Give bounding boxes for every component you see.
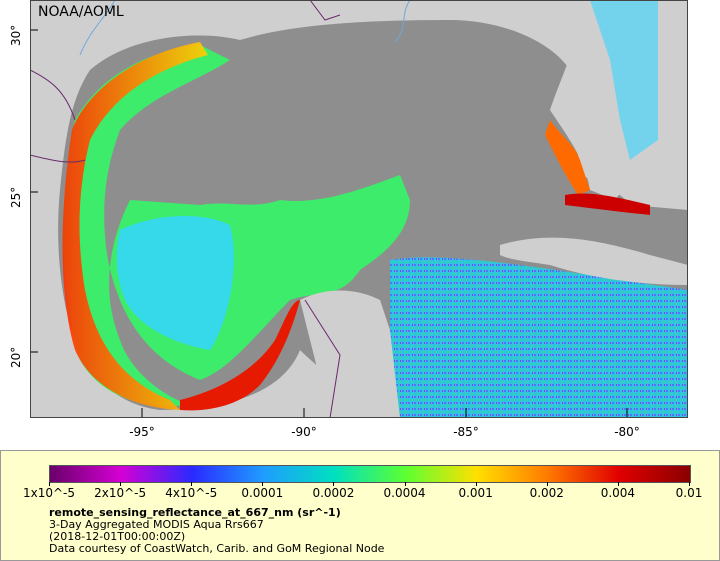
colorbar-tick-label: 0.0001 [241, 486, 284, 500]
map-image [30, 0, 688, 418]
colorbar-tick-label: 0.001 [458, 486, 493, 500]
colorbar-tick-mark [404, 482, 406, 486]
colorbar [49, 465, 691, 483]
caribbean-sea [390, 257, 688, 418]
colorbar-tick-mark [191, 482, 193, 486]
latitude-tick-label: 25° [9, 186, 23, 208]
longitude-tick-label: -80° [614, 425, 640, 439]
border-line [309, 0, 341, 21]
latitude-tick-label: 20° [9, 346, 23, 368]
colorbar-tick-label: 0.01 [675, 486, 703, 500]
reflectance-florida [545, 120, 590, 195]
colorbar-tick-label: 0.002 [529, 486, 564, 500]
border-line [304, 299, 341, 418]
colorbar-tick-label: 0.004 [600, 486, 636, 500]
longitude-tick-label: -90° [291, 425, 317, 439]
colorbar-tick-label: 4x10^-5 [165, 486, 218, 500]
map-panel[interactable]: NOAA/AOML [30, 0, 688, 418]
border-line [30, 69, 76, 121]
colorbar-tick-mark [262, 482, 264, 486]
colorbar-tick-label: 0.0004 [383, 486, 426, 500]
colorbar-tick-label: 2x10^-5 [94, 486, 147, 500]
river-line [79, 0, 116, 56]
colorbar-tick-mark [120, 482, 122, 486]
legend-date: (2018-12-01T00:00:00Z) [49, 530, 186, 543]
colorbar-tick-mark [333, 482, 335, 486]
longitude-tick-label: -95° [129, 425, 155, 439]
colorbar-tick-mark [49, 482, 50, 486]
colorbar-tick-mark [689, 482, 690, 486]
credit-label: NOAA/AOML [38, 4, 124, 20]
colorbar-tick-mark [546, 482, 548, 486]
legend-source: Data courtesy of CoastWatch, Carib. and … [49, 542, 385, 555]
colorbar-tick-mark [617, 482, 619, 486]
reflectance-bahamas [590, 0, 658, 160]
reflectance-coast-campeche [180, 300, 300, 411]
map-frame [30, 0, 688, 418]
legend-subtitle: 3-Day Aggregated MODIS Aqua Rrs667 [49, 518, 264, 531]
longitude-tick-label: -85° [453, 425, 479, 439]
cuba-island [500, 237, 688, 285]
river-line [394, 0, 411, 43]
yucatan-peninsula [300, 290, 400, 418]
colorbar-tick-label: 0.0002 [312, 486, 355, 500]
legend-panel: remote_sensing_reflectance_at_667_nm (sr… [0, 450, 720, 561]
latitude-tick-label: 30° [9, 24, 23, 46]
legend-title: remote_sensing_reflectance_at_667_nm (sr… [49, 506, 341, 519]
reflectance-blue-zone [116, 215, 234, 350]
colorbar-tick-mark [475, 482, 477, 486]
border-line [30, 154, 86, 163]
colorbar-tick-label: 1x10^-5 [22, 486, 76, 500]
reflectance-keys [565, 193, 650, 215]
